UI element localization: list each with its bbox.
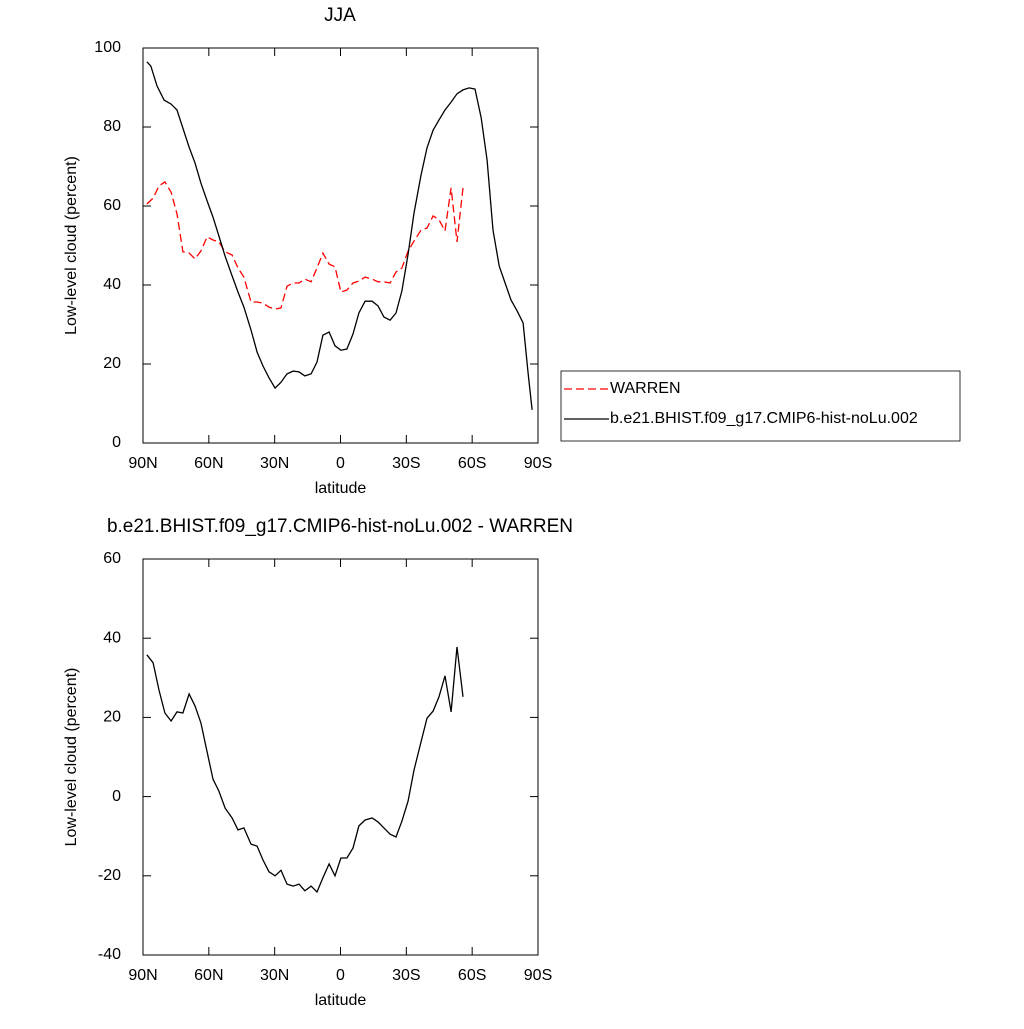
y-tick-label: 20 — [103, 709, 121, 726]
y-tick-label: -40 — [98, 946, 121, 963]
data-line — [146, 61, 533, 410]
y-tick-label: 40 — [103, 629, 121, 646]
data-line — [146, 646, 464, 894]
x-tick-label: 30N — [260, 455, 289, 472]
y-tick-label: 20 — [103, 355, 121, 372]
x-axis-label: latitude — [315, 992, 367, 1009]
x-axis-label: latitude — [315, 480, 367, 497]
data-line — [146, 180, 464, 310]
legend-label: b.e21.BHIST.f09_g17.CMIP6-hist-noLu.002 — [610, 410, 918, 427]
x-tick-label: 30S — [392, 455, 420, 472]
x-tick-label: 30N — [260, 967, 289, 984]
y-tick-label: 60 — [103, 197, 121, 214]
chart-title: JJA — [324, 5, 356, 26]
x-tick-label: 60N — [194, 455, 223, 472]
plot-frame — [142, 558, 539, 956]
y-axis-label: Low-level cloud (percent) — [63, 156, 80, 335]
y-tick-label: 0 — [112, 788, 121, 805]
legend-box — [560, 370, 961, 442]
x-tick-label: 90S — [524, 455, 552, 472]
chart-title: b.e21.BHIST.f09_g17.CMIP6-hist-noLu.002 … — [107, 516, 573, 537]
legend-label: WARREN — [610, 380, 681, 397]
y-tick-label: 100 — [94, 39, 121, 56]
x-tick-label: 30S — [392, 967, 420, 984]
y-tick-label: 80 — [103, 118, 121, 135]
x-tick-label: 90S — [524, 967, 552, 984]
y-axis-label: Low-level cloud (percent) — [63, 668, 80, 847]
x-tick-label: 90N — [128, 967, 157, 984]
y-tick-label: 40 — [103, 276, 121, 293]
x-tick-label: 60S — [458, 455, 486, 472]
y-tick-label: -20 — [98, 867, 121, 884]
x-tick-label: 60S — [458, 967, 486, 984]
x-tick-label: 60N — [194, 967, 223, 984]
x-tick-label: 90N — [128, 455, 157, 472]
y-tick-label: 0 — [112, 434, 121, 451]
y-tick-label: 60 — [103, 550, 121, 567]
x-tick-label: 0 — [336, 455, 345, 472]
x-tick-label: 0 — [336, 967, 345, 984]
